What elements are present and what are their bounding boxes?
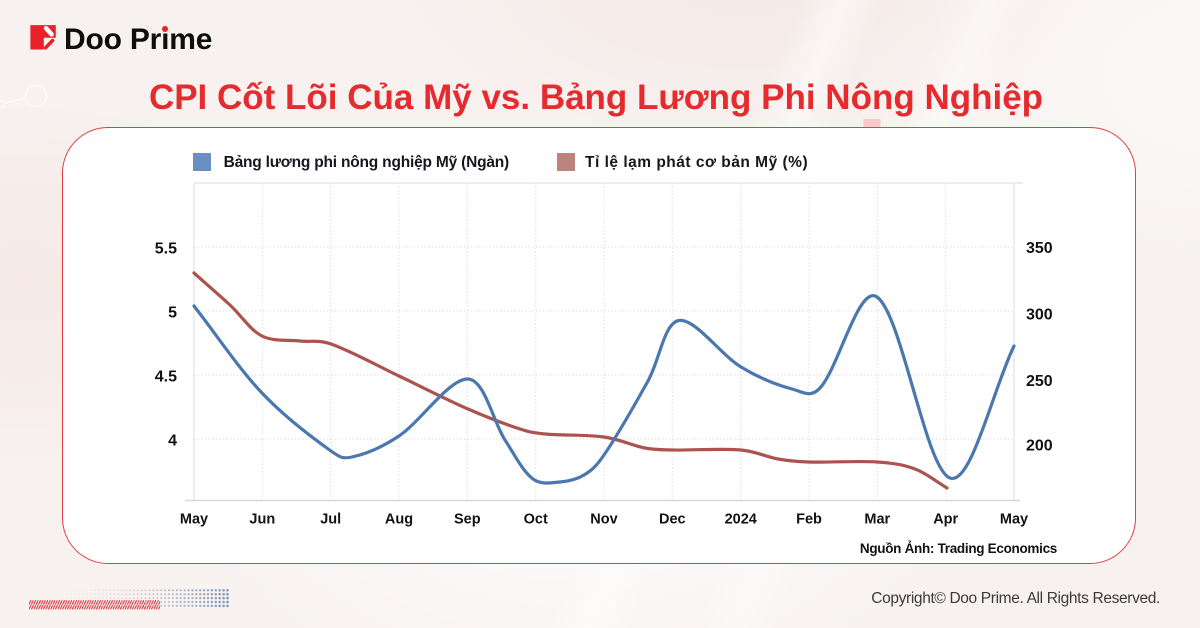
- svg-text:5.5: 5.5: [155, 240, 177, 257]
- svg-text:Mar: Mar: [864, 512, 890, 528]
- svg-text:Jun: Jun: [249, 512, 275, 528]
- svg-text:Aug: Aug: [385, 512, 413, 528]
- svg-text:Oct: Oct: [524, 512, 548, 528]
- svg-text:Dec: Dec: [659, 512, 686, 528]
- svg-text:250: 250: [1026, 373, 1053, 390]
- svg-text:Jul: Jul: [320, 512, 341, 528]
- svg-text:Feb: Feb: [796, 512, 822, 528]
- svg-text:May: May: [1000, 512, 1028, 528]
- svg-text:200: 200: [1026, 438, 1053, 455]
- svg-text:2024: 2024: [725, 512, 757, 528]
- svg-text:May: May: [180, 512, 208, 528]
- svg-text:Apr: Apr: [933, 512, 958, 528]
- svg-text:4.5: 4.5: [155, 368, 177, 385]
- svg-text:300: 300: [1026, 307, 1053, 324]
- svg-text:5: 5: [168, 304, 177, 321]
- svg-text:4: 4: [168, 432, 177, 449]
- svg-text:Nov: Nov: [590, 512, 617, 528]
- svg-text:Sep: Sep: [454, 512, 481, 528]
- svg-text:350: 350: [1026, 240, 1053, 257]
- svg-text:Nguồn Ảnh: Trading Economics: Nguồn Ảnh: Trading Economics: [860, 541, 1057, 556]
